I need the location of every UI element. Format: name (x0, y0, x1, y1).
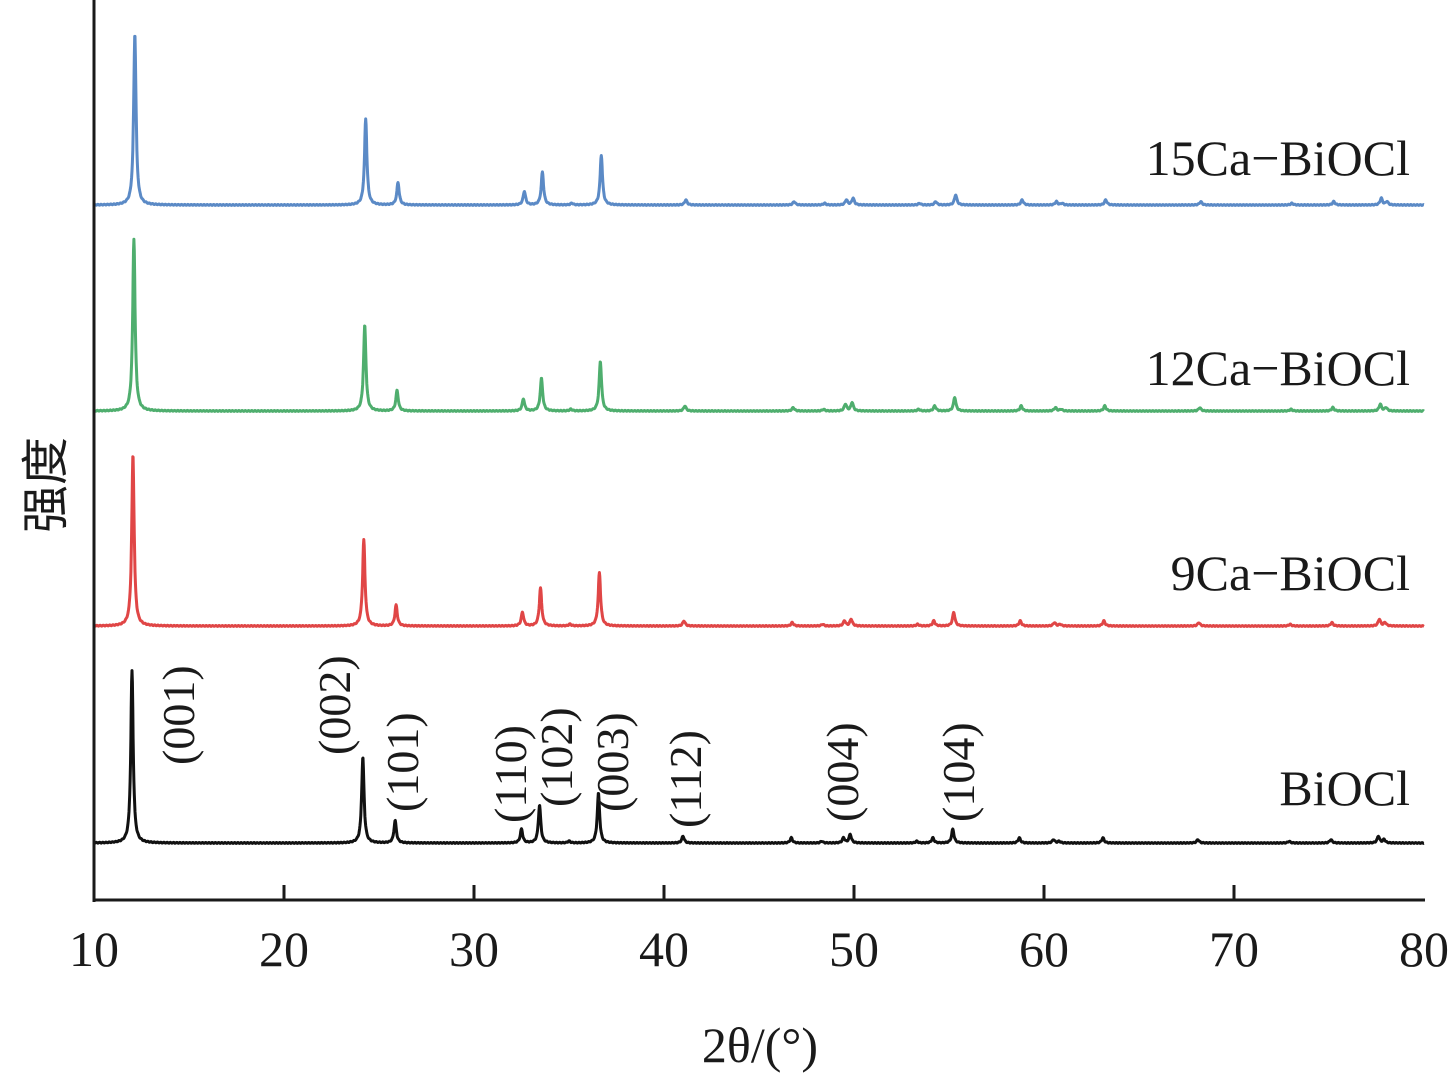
x-ticks: 10 20 30 40 50 60 70 80 (69, 885, 1449, 977)
x-tick-label: 30 (449, 921, 499, 977)
series-line-1 (92, 237, 1426, 413)
curves (92, 34, 1426, 845)
series-label: 15Ca−BiOCl (1146, 130, 1410, 186)
x-axis-label: 2θ/(°) (702, 1017, 818, 1073)
hkl-label: (101) (377, 712, 428, 812)
x-tick-label: 80 (1399, 921, 1449, 977)
hkl-label: (112) (660, 730, 711, 828)
x-tick-label: 20 (259, 921, 309, 977)
hkl-label: (102) (531, 707, 582, 807)
series-labels: 15Ca−BiOCl 12Ca−BiOCl 9Ca−BiOCl BiOCl (1146, 130, 1410, 816)
series-label: 9Ca−BiOCl (1171, 545, 1410, 601)
y-axis-label: 强度 (20, 437, 73, 533)
hkl-label: (110) (485, 725, 536, 823)
x-tick-label: 10 (69, 921, 119, 977)
series-label: BiOCl (1279, 760, 1410, 816)
hkl-annotations: (001) (002) (101) (110)(102) (003) (112) (004)… (153, 655, 984, 828)
hkl-label: (004) (817, 722, 868, 822)
hkl-label: (002) (309, 655, 360, 755)
x-tick-label: 60 (1019, 921, 1069, 977)
series-line-3 (92, 669, 1426, 845)
series-line-0 (92, 34, 1426, 207)
hkl-label: (003) (587, 712, 638, 812)
x-tick-label: 40 (639, 921, 689, 977)
series-label: 12Ca−BiOCl (1146, 340, 1410, 396)
hkl-label: (104) (933, 722, 984, 822)
hkl-label: (001) (153, 665, 204, 765)
x-tick-label: 50 (829, 921, 879, 977)
x-tick-label: 70 (1209, 921, 1259, 977)
series-line-2 (92, 455, 1426, 628)
